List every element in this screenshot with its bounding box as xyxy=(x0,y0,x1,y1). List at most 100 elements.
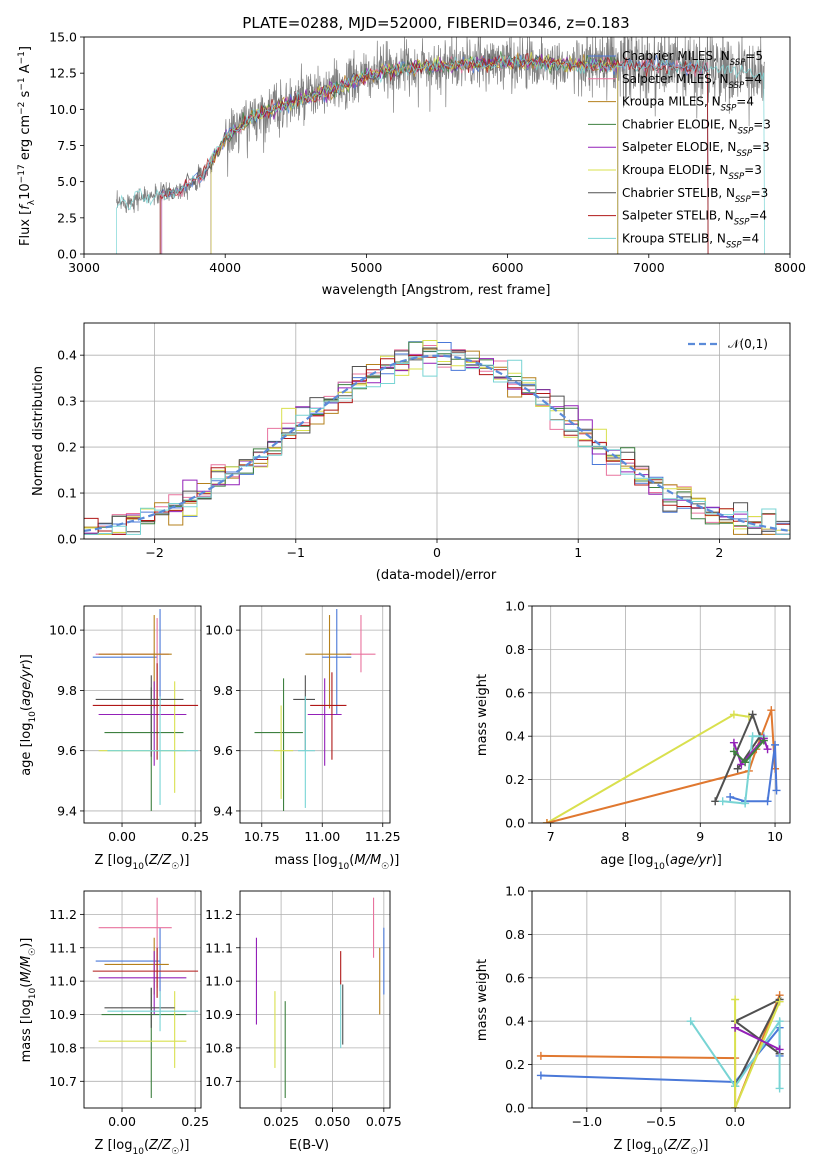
x-tick-label: 0 xyxy=(433,545,441,560)
legend-label-3: Chabrier ELODIE, NSSP=3 xyxy=(622,117,771,136)
mass-weight-marker-1-0 xyxy=(536,1071,545,1080)
mass-weight-marker-3-2 xyxy=(775,1017,784,1026)
figure-title: PLATE=0288, MJD=52000, FIBERID=0346, z=0… xyxy=(242,14,629,32)
mass-weight-line-2 xyxy=(714,711,762,802)
mass-weight-marker-5-0 xyxy=(731,1023,740,1032)
y-tick-label: 9.8 xyxy=(57,683,77,698)
spectrum-model-8 xyxy=(116,55,765,254)
y-tick-label: 0.2 xyxy=(505,772,525,787)
y-axis-label: Normed distribution xyxy=(31,366,46,496)
axes-frame xyxy=(239,890,391,1109)
y-tick-label: 0.6 xyxy=(505,685,525,700)
y-tick-label: 0.2 xyxy=(57,440,77,455)
x-axis-label: age [log10(age/yr)] xyxy=(600,853,722,872)
mass-weight-line-5 xyxy=(732,736,769,767)
y-tick-label: 11.1 xyxy=(49,940,77,955)
axes-frame xyxy=(531,605,791,824)
y-tick-label: 1.0 xyxy=(505,599,525,614)
spectrum-legend: Chabrier MILES, NSSP=5 Salpeter MILES, NS… xyxy=(588,49,771,250)
mass-weight-line-4 xyxy=(734,999,781,1108)
legend-label-5: Kroupa ELODIE, NSSP=3 xyxy=(622,163,762,182)
mass-weight-marker-2-1 xyxy=(748,710,757,719)
y-tick-label: 0.4 xyxy=(505,1014,525,1029)
y-tick-label: 7.5 xyxy=(57,138,77,153)
legend-label-7: Salpeter STELIB, NSSP=4 xyxy=(622,209,767,228)
mass-weight-marker-4-0 xyxy=(718,797,727,806)
y-tick-label: 11.1 xyxy=(205,940,233,955)
x-axis-label: Z [log10(Z/Z☉)] xyxy=(614,1138,709,1157)
y-tick-label: 10.7 xyxy=(205,1074,233,1089)
mass-weight-marker-3-3 xyxy=(775,1084,784,1093)
x-tick-label: 6000 xyxy=(492,260,524,275)
x-tick-label: 1 xyxy=(574,545,582,560)
y-tick-label: 11.0 xyxy=(205,974,233,989)
y-tick-label: 10.0 xyxy=(205,623,233,638)
y-tick-label: 0.0 xyxy=(57,532,77,547)
x-tick-label: 7 xyxy=(547,829,555,844)
x-tick-label: 10.75 xyxy=(244,829,280,844)
legend-normal-label: 𝒩(0,1) xyxy=(728,337,768,351)
mass-weight-marker-4-1 xyxy=(731,1104,740,1108)
y-tick-label: 11.0 xyxy=(49,974,77,989)
legend-label-1: Salpeter MILES, NSSP=4 xyxy=(622,72,762,91)
axes-mass_vs_ebv: 0.025 0.050 0.075 10.7 10.8 10.9 11.0 11.1 11.2 xyxy=(205,890,402,1129)
x-tick-label: 0.00 xyxy=(108,1114,136,1129)
plot-area-mass_vs_Z xyxy=(92,897,199,1098)
y-tick-label: 1.0 xyxy=(505,884,525,899)
x-tick-label: 7000 xyxy=(633,260,665,275)
x-tick-label: −2 xyxy=(145,545,163,560)
x-tick-label: 0.025 xyxy=(263,1114,299,1129)
mass-weight-marker-2-3 xyxy=(733,764,742,773)
y-tick-label: 9.6 xyxy=(213,743,233,758)
x-tick-label: 5000 xyxy=(350,260,382,275)
mass-weight-line-5 xyxy=(734,1026,781,1051)
plot-area-massweight_vs_age xyxy=(542,706,781,823)
axes-massweight_vs_Z: −1.0 −0.5 0.0 0.0 0.2 0.4 0.6 0.8 1.0 Z [log10(Z/… xyxy=(475,884,791,1157)
y-tick-label: 10.9 xyxy=(205,1007,233,1022)
y-tick-label: 0.2 xyxy=(505,1057,525,1072)
x-tick-label: 0.25 xyxy=(181,829,209,844)
mass-weight-marker-6-0 xyxy=(729,747,738,756)
y-tick-label: 10.0 xyxy=(49,623,77,638)
mass-weight-marker-5-1 xyxy=(775,1045,784,1054)
plot-area-age_vs_mass xyxy=(254,609,376,811)
y-tick-label: 0.0 xyxy=(505,1101,525,1116)
x-tick-label: 11.25 xyxy=(365,829,401,844)
y-tick-label: 0.0 xyxy=(505,816,525,831)
y-tick-label: 10.8 xyxy=(49,1040,77,1055)
axes-age_vs_Z: 0.00 0.25 9.4 9.6 9.8 10.0 Z [log10(Z/Z☉)] age … xyxy=(19,605,209,872)
x-tick-label: 2 xyxy=(715,545,723,560)
x-tick-label: 9 xyxy=(696,829,704,844)
y-tick-label: 0.8 xyxy=(505,642,525,657)
x-tick-label: −1.0 xyxy=(572,1114,602,1129)
mass-weight-marker-1-3 xyxy=(767,706,776,715)
y-tick-label: 0.8 xyxy=(505,927,525,942)
x-tick-label: 0.0 xyxy=(725,1114,745,1129)
y-tick-label: 11.2 xyxy=(49,907,77,922)
mass-weight-marker-1-0 xyxy=(542,819,551,823)
mass-weight-marker-5-0 xyxy=(729,738,738,747)
y-axis-label: Flux [fλ10−17 erg cm−2 s−1 A−1] xyxy=(17,46,37,246)
y-tick-label: 15.0 xyxy=(49,30,77,45)
plot-area-residuals xyxy=(84,340,790,535)
y-tick-label: 0.6 xyxy=(505,970,525,985)
mass-weight-marker-3-0 xyxy=(686,1017,695,1026)
plot-area-mass_vs_ebv xyxy=(255,897,385,1098)
axes-mass_vs_Z: 0.00 0.25 10.7 10.8 10.9 11.0 11.1 11.2 Z [log10… xyxy=(19,890,209,1157)
x-tick-label: 0.25 xyxy=(181,1114,209,1129)
y-tick-label: 0.4 xyxy=(57,348,77,363)
plot-area-spectrum xyxy=(116,37,765,254)
mass-weight-marker-3-4 xyxy=(772,786,781,795)
x-tick-label: 0.075 xyxy=(366,1114,402,1129)
y-tick-label: 9.4 xyxy=(213,803,233,818)
y-tick-label: 10.0 xyxy=(49,102,77,117)
x-axis-label: (data-model)/error xyxy=(376,568,497,583)
x-tick-label: 8000 xyxy=(774,260,806,275)
x-tick-label: 11.00 xyxy=(304,829,340,844)
y-tick-label: 9.6 xyxy=(57,743,77,758)
mass-weight-marker-3-2 xyxy=(763,797,772,806)
axes-frame xyxy=(83,605,202,824)
y-tick-label: 0.0 xyxy=(57,247,77,262)
spectrum-data-line xyxy=(116,37,765,214)
